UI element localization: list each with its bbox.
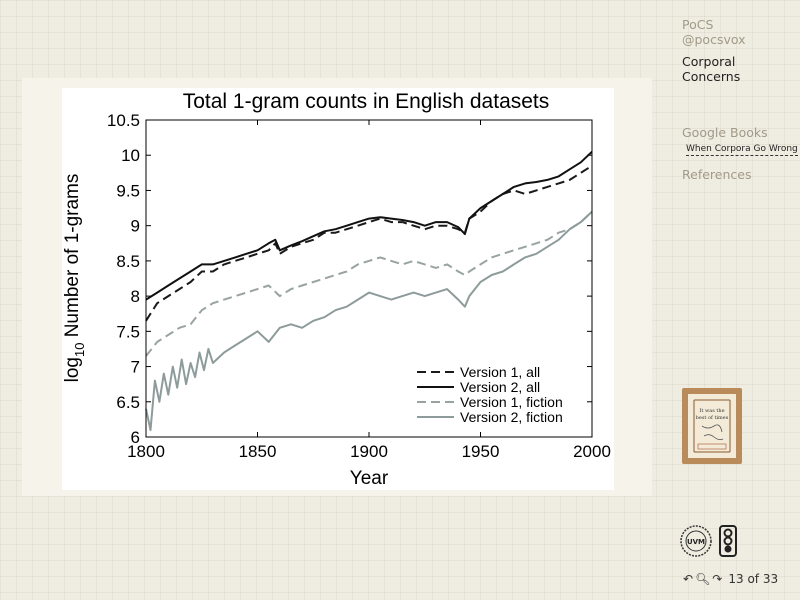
y-tick-label: 10.5 <box>107 111 140 130</box>
subsection-nav-when-corpora-go-wrong[interactable]: When Corpora Go Wrong <box>686 144 798 156</box>
svg-text:best of times: best of times <box>696 415 729 421</box>
y-tick-label: 9.5 <box>116 181 140 200</box>
y-axis-label: log10 Number of 1-grams <box>62 174 87 383</box>
topic-nav-link[interactable]: Corporal Concerns <box>682 54 740 84</box>
back-arrow-icon[interactable]: ↶ <box>683 572 694 586</box>
slide-navigation: ↶ 🔍︎ ↷ 13 of 33 <box>683 572 780 586</box>
university-seal-logo: UVM <box>680 525 712 557</box>
chart-container: Total 1-gram counts in English datasets … <box>62 88 614 490</box>
legend-label-2: Version 2, all <box>460 379 540 395</box>
course-name: PoCS <box>682 17 714 32</box>
thumbnail-page: It was the best of times <box>688 394 736 458</box>
course-nav-link[interactable]: PoCS @pocsvox <box>682 17 746 47</box>
x-axis-label: Year <box>350 468 389 489</box>
x-tick-label: 1900 <box>350 442 388 461</box>
y-axis-label-log: log <box>62 357 83 382</box>
y-tick-label: 7 <box>131 358 140 377</box>
x-tick-label: 1850 <box>239 442 277 461</box>
series-line-4 <box>145 210 593 431</box>
chart-title: Total 1-gram counts in English datasets <box>183 90 550 113</box>
series-line-3 <box>145 210 593 357</box>
series-line-1 <box>145 164 593 322</box>
section-nav-google-books[interactable]: Google Books <box>682 125 768 140</box>
y-tick-label: 9 <box>131 217 140 236</box>
y-tick-label: 8 <box>131 287 140 306</box>
legend-label-4: Version 2, fiction <box>460 409 563 425</box>
series-line-2 <box>145 150 593 301</box>
page-counter: 13 of 33 <box>728 572 779 586</box>
y-tick-label: 6 <box>131 428 140 447</box>
y-tick-label: 7.5 <box>116 322 140 341</box>
topic-line-1: Corporal <box>682 54 736 69</box>
book-thumbnail-image: It was the best of times <box>682 388 742 464</box>
line-chart: Total 1-gram counts in English datasets … <box>62 90 611 489</box>
forward-arrow-icon[interactable]: ↷ <box>712 572 723 586</box>
x-tick-label: 2000 <box>573 442 611 461</box>
plot-frame <box>145 119 593 438</box>
y-tick-label: 6.5 <box>116 393 140 412</box>
y-axis-label-rest: Number of 1-grams <box>62 174 83 343</box>
x-tick-label: 1800 <box>127 442 165 461</box>
course-handle: @pocsvox <box>682 32 746 47</box>
svg-text:It was the: It was the <box>699 408 724 414</box>
y-tick-label: 10 <box>121 146 140 165</box>
legend-label-3: Version 1, fiction <box>460 394 563 410</box>
y-axis-label-base: 10 <box>72 343 87 357</box>
section-nav-references[interactable]: References <box>682 167 752 182</box>
y-tick-label: 8.5 <box>116 252 140 271</box>
complex-systems-center-logo <box>719 525 737 557</box>
svg-text:UVM: UVM <box>687 538 705 546</box>
x-tick-label: 1950 <box>462 442 500 461</box>
search-icon[interactable]: 🔍︎ <box>695 572 711 586</box>
legend-label-1: Version 1, all <box>460 364 540 380</box>
topic-line-2: Concerns <box>682 69 741 84</box>
